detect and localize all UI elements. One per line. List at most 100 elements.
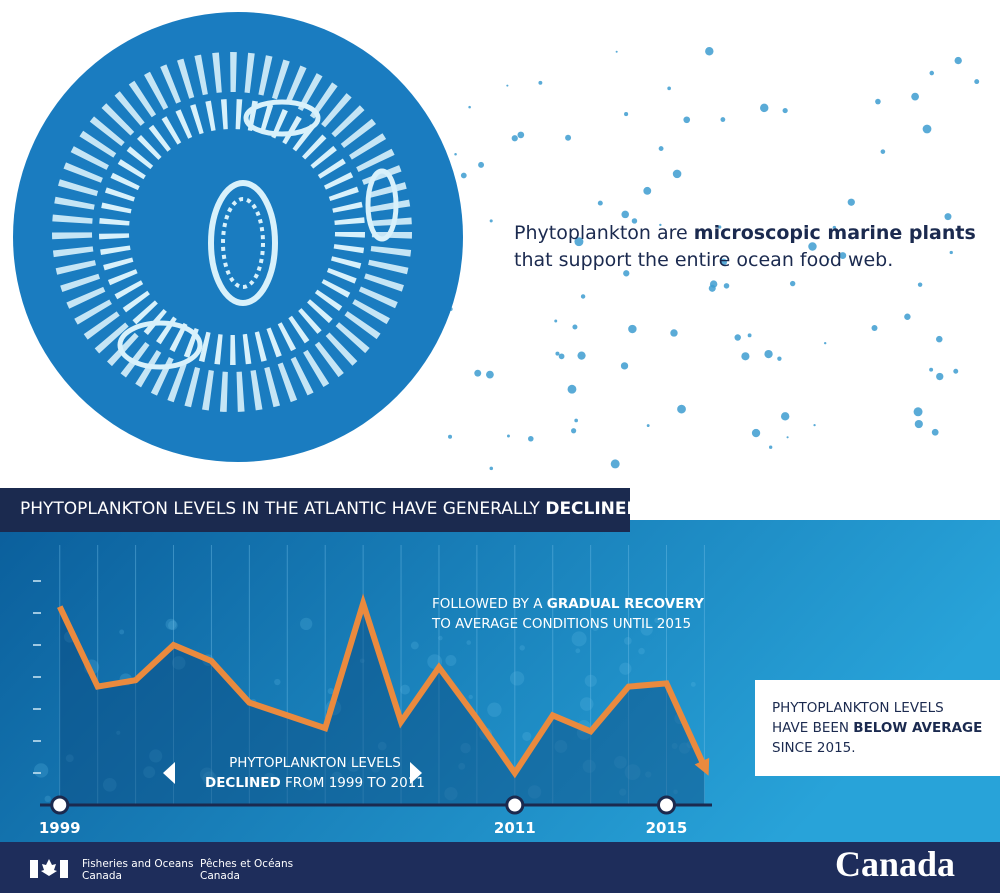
annotation-emphasis: GRADUAL RECOVERY (546, 596, 704, 612)
annotation-text: TO AVERAGE CONDITIONS UNTIL 2015 (432, 616, 692, 632)
annotation-text: FOLLOWED BY A (432, 596, 547, 612)
bubble (444, 787, 458, 801)
chart-title: PHYTOPLANKTON LEVELS IN THE ATLANTIC HAV… (20, 499, 641, 519)
bubble (522, 731, 532, 741)
bubble (359, 658, 365, 664)
annotation-text: FROM 1999 TO 2011 (280, 775, 425, 791)
intro: Phytoplankton are microscopic marine pla… (514, 220, 976, 274)
dot (623, 270, 630, 277)
plankton-dots (33, 47, 980, 803)
bubble (582, 759, 596, 773)
bubble (168, 620, 178, 631)
bubble (527, 785, 542, 799)
dot (954, 56, 962, 65)
bubble (690, 681, 696, 687)
bubble (274, 678, 281, 686)
bubble (624, 764, 641, 781)
bubble (302, 776, 317, 791)
bubble (575, 648, 581, 654)
intro-text: that support the entire ocean food web. (514, 249, 894, 271)
dot (974, 79, 980, 85)
dot (528, 435, 534, 442)
dot (720, 258, 728, 266)
dot (871, 324, 878, 331)
dot (448, 434, 453, 439)
dot (610, 459, 620, 469)
dot (571, 428, 577, 434)
arrow-right (410, 762, 422, 784)
bubble (678, 742, 691, 754)
dot (565, 134, 572, 141)
bubble (671, 742, 678, 750)
bubble (468, 694, 473, 700)
bubble (371, 763, 381, 773)
footer-text: Canada (200, 870, 240, 882)
dot (936, 335, 943, 343)
x-tick-label: 2015 (646, 819, 688, 837)
bubble (347, 759, 360, 772)
footer-fr: Pêches et Océans Canada (200, 858, 293, 882)
dot (929, 367, 934, 372)
dot (931, 428, 939, 436)
wordmark: Canada (835, 844, 956, 884)
bubble (673, 789, 678, 795)
x-tick-label: 1999 (39, 819, 81, 837)
bubble (445, 654, 457, 666)
dot (567, 384, 577, 394)
dot (914, 419, 923, 429)
dot (615, 50, 618, 53)
bubble (640, 623, 653, 636)
bubble (263, 772, 276, 786)
bubble (579, 697, 594, 711)
dot (454, 153, 457, 156)
dot (734, 334, 741, 341)
dot (517, 131, 525, 139)
bubble (119, 629, 125, 635)
dot (913, 407, 923, 417)
footer-en: Fisheries and Oceans Canada (82, 858, 193, 882)
bubble (571, 631, 587, 647)
dot (643, 186, 652, 195)
note-box (755, 680, 1000, 776)
annotation-emphasis: DECLINED (205, 775, 281, 791)
dot (672, 169, 682, 179)
bubble (458, 762, 466, 770)
bubble (584, 674, 597, 687)
title-text: PHYTOPLANKTON LEVELS IN THE ATLANTIC HAV… (20, 499, 546, 519)
dot (839, 252, 847, 259)
x-tick (656, 795, 676, 815)
dot (786, 436, 789, 439)
dot (953, 368, 959, 374)
bubble (33, 763, 49, 778)
dot (827, 258, 830, 261)
dot (507, 434, 510, 438)
dot (667, 86, 671, 91)
dot (789, 280, 796, 287)
bubble (116, 730, 121, 735)
dot (628, 324, 637, 334)
flag (30, 859, 68, 878)
dot (782, 107, 788, 114)
bubble (466, 640, 472, 645)
bubble (460, 742, 471, 754)
annotation: PHYTOPLANKTON LEVELS DECLINED FROM 1999 T… (205, 753, 425, 793)
dot (808, 242, 817, 251)
bubble (591, 624, 599, 632)
footer-text: Canada (82, 870, 122, 882)
bubble (327, 687, 334, 695)
dot (474, 369, 482, 377)
bubble (509, 671, 525, 686)
bubble (519, 645, 525, 651)
bubble (638, 647, 645, 655)
annotation-text: SINCE 2015. (772, 740, 856, 756)
bubble (619, 662, 632, 675)
bubble (165, 618, 177, 630)
bubble (143, 766, 156, 779)
dot (764, 349, 773, 359)
x-tick (505, 795, 525, 815)
dot (929, 70, 935, 76)
dot (911, 92, 919, 101)
arrow-left (163, 762, 175, 784)
